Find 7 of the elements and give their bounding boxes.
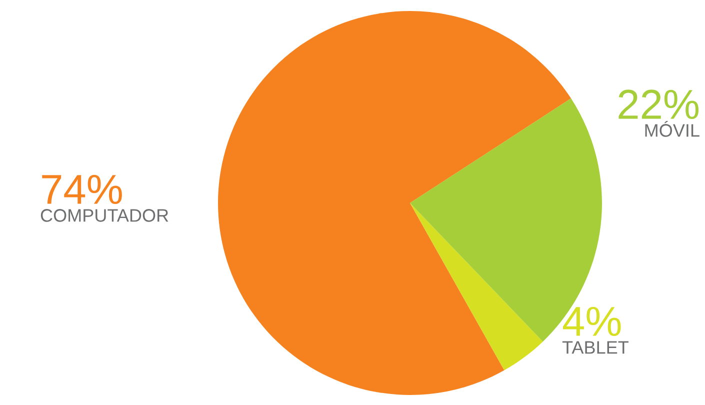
slice-label: MÓVIL [645, 121, 700, 137]
data-label: 4% [562, 306, 621, 336]
slice-label: TABLET [562, 341, 628, 354]
data-label: 74% [42, 174, 122, 204]
slice-label: COMPUTADOR [40, 209, 168, 222]
pie-slice [410, 203, 543, 370]
data-label: 22% [618, 90, 699, 120]
